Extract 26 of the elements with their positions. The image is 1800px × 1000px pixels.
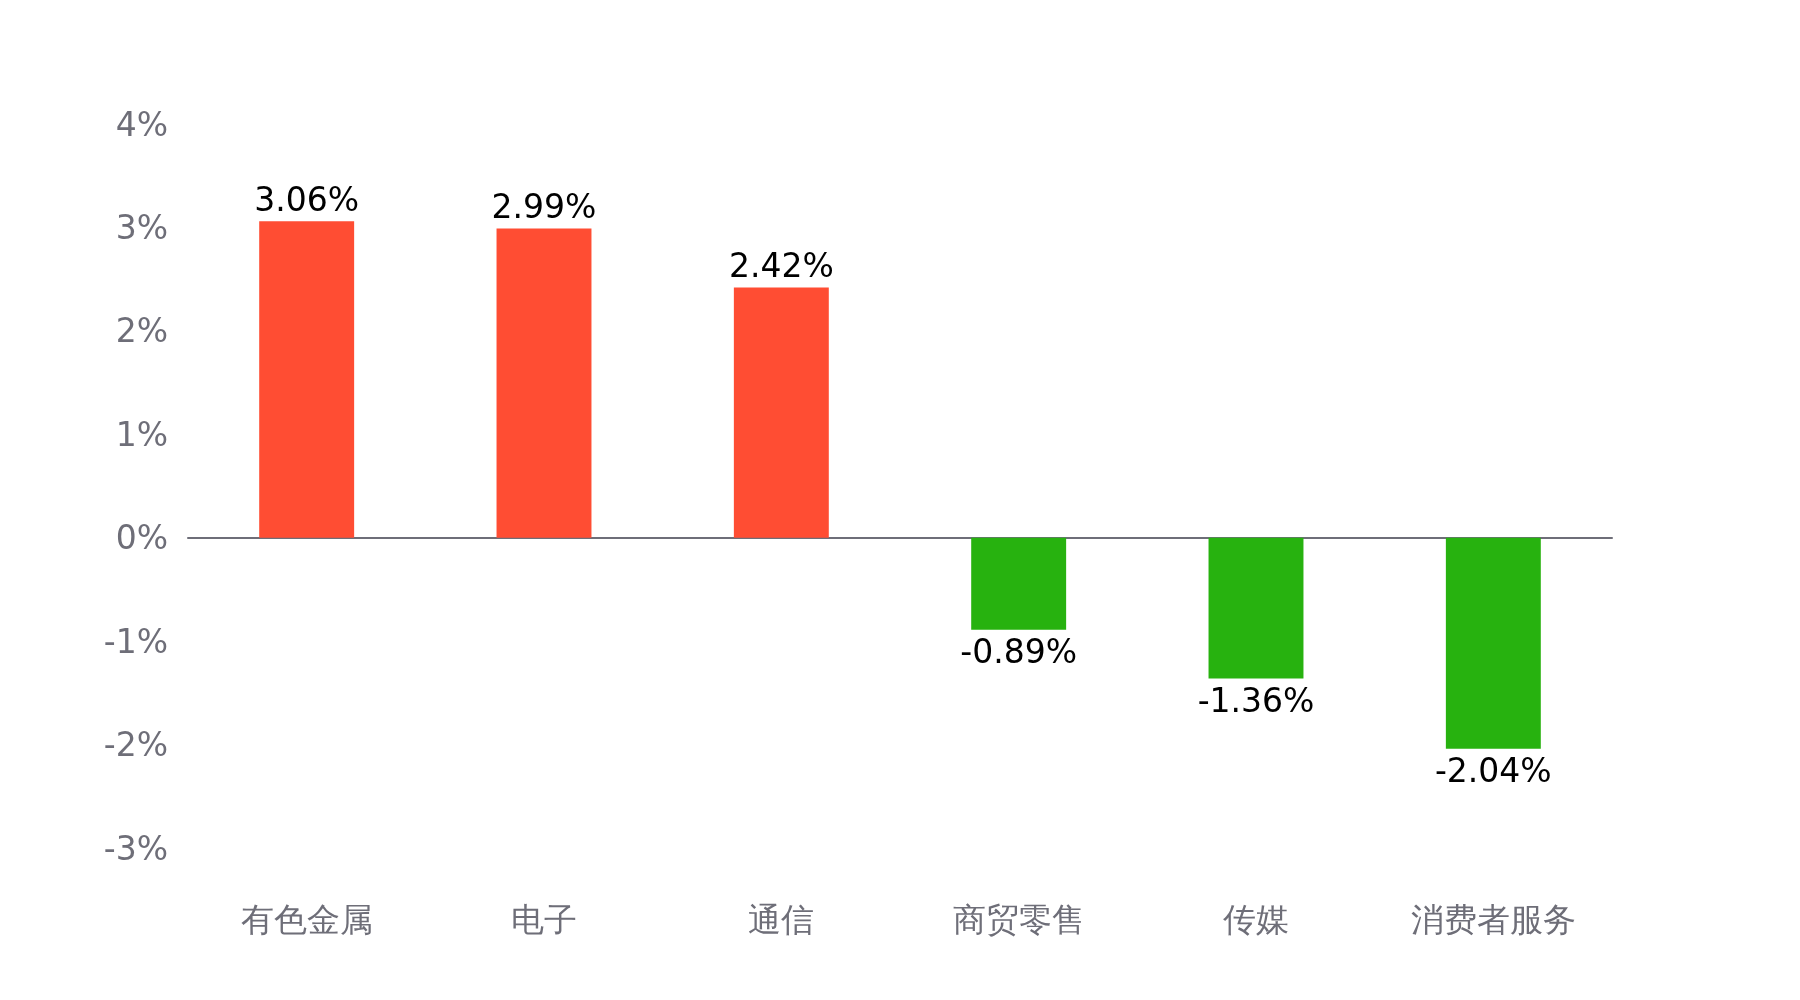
bar — [1208, 537, 1304, 679]
x-tick-label: 传媒 — [1223, 900, 1289, 939]
bar — [971, 537, 1067, 630]
y-tick-label: 2% — [115, 311, 168, 351]
x-tick-label: 商贸零售 — [952, 900, 1085, 939]
bar — [496, 228, 592, 538]
data-label: -2.04% — [1434, 751, 1552, 791]
y-tick-label: -3% — [103, 828, 168, 868]
data-label: 3.06% — [254, 180, 360, 220]
x-tick-label: 电子 — [511, 900, 577, 939]
bar — [733, 287, 829, 538]
y-tick-label: -2% — [103, 725, 168, 765]
data-label: 2.99% — [491, 187, 597, 227]
x-tick-label: 消费者服务 — [1410, 900, 1576, 939]
data-label: -1.36% — [1197, 680, 1315, 720]
y-tick-label: -1% — [103, 621, 168, 661]
y-tick-label: 3% — [115, 207, 168, 247]
bar — [259, 221, 355, 538]
y-tick-label: 0% — [115, 518, 168, 558]
data-label: 2.42% — [728, 246, 834, 286]
y-tick-label: 1% — [115, 414, 168, 454]
x-tick-label: 通信 — [748, 900, 815, 939]
y-tick-label: 4% — [115, 104, 168, 144]
x-tick-label: 有色金属 — [240, 900, 373, 939]
data-label: -0.89% — [960, 632, 1078, 672]
bar — [1445, 537, 1541, 749]
